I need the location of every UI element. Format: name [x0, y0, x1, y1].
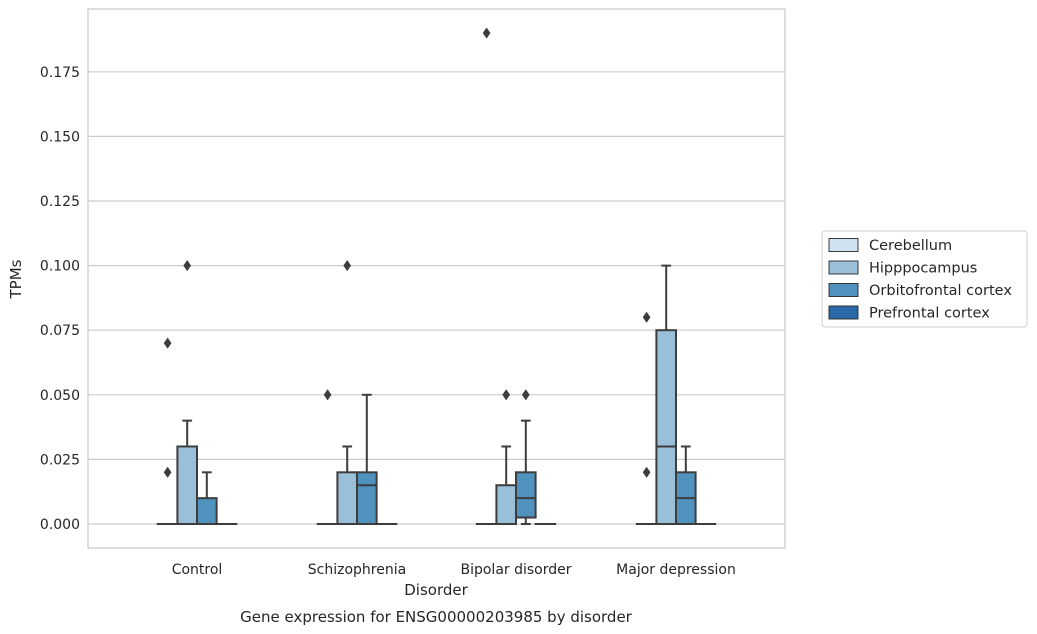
legend-item: Prefrontal cortex	[828, 305, 990, 322]
y-tick-label: 0.150	[40, 129, 80, 145]
x-tick-label: Control	[172, 562, 223, 578]
outlier-point	[642, 311, 651, 323]
y-tick-label: 0.125	[40, 194, 80, 210]
box	[635, 311, 658, 526]
series-hipppocampus	[176, 259, 678, 526]
box	[495, 389, 517, 525]
grid-lines	[88, 71, 785, 525]
box	[356, 393, 378, 526]
legend-swatch	[828, 260, 859, 275]
series-orbitofrontal-cortex	[196, 389, 697, 526]
box	[475, 27, 498, 526]
y-tick-label: 0.100	[40, 259, 80, 275]
legend-label: Prefrontal cortex	[869, 306, 990, 322]
box-series	[156, 27, 717, 526]
chart-title: Gene expression for ENSG00000203985 by d…	[240, 608, 633, 626]
x-axis-ticks: Control Schizophrenia Bipolar disorder Majo…	[172, 562, 736, 578]
legend-label: Cerebellum	[869, 238, 952, 254]
y-tick-label: 0.075	[40, 323, 80, 339]
box	[156, 337, 179, 526]
y-tick-label: 0.050	[40, 388, 80, 404]
x-tick-label: Bipolar disorder	[460, 562, 571, 578]
outlier-point	[502, 389, 511, 401]
outlier-point	[163, 337, 172, 349]
box	[176, 259, 198, 526]
box-body	[515, 471, 537, 519]
box	[655, 264, 678, 526]
legend-label: Hipppocampus	[869, 261, 977, 277]
legend-label: Orbitofrontal cortex	[869, 283, 1012, 299]
legend-item: Hipppocampus	[828, 260, 977, 277]
legend-swatch	[828, 305, 859, 320]
outlier-point	[163, 466, 172, 478]
box	[675, 445, 697, 526]
box	[336, 259, 358, 526]
box	[316, 389, 339, 526]
legend-item: Cerebellum	[828, 238, 952, 254]
outlier-point	[642, 466, 651, 478]
box-body	[356, 471, 378, 526]
outlier-point	[482, 27, 491, 39]
y-axis-title: TPMs	[7, 259, 25, 299]
y-tick-label: 0.175	[40, 65, 80, 81]
plot-area-frame	[87, 8, 786, 549]
x-tick-label: Major depression	[616, 562, 736, 578]
box	[515, 389, 537, 525]
box-body	[336, 471, 358, 526]
legend-swatch	[828, 283, 859, 297]
outlier-point	[521, 389, 530, 401]
outlier-point	[183, 259, 192, 272]
box-body	[655, 329, 678, 526]
x-tick-label: Schizophrenia	[308, 562, 406, 578]
y-tick-label: 0.000	[40, 517, 80, 533]
y-tick-label: 0.025	[40, 452, 80, 468]
legend: Cerebellum Hipppocampus Orbitofrontal cort…	[821, 230, 1028, 328]
box-body	[196, 497, 218, 526]
outlier-point	[343, 259, 352, 272]
box-body	[495, 484, 517, 525]
box	[196, 471, 218, 526]
legend-swatch	[828, 238, 859, 252]
outlier-point	[323, 389, 332, 401]
box-body	[176, 445, 198, 526]
x-axis-title: Disorder	[404, 581, 468, 599]
legend-item: Orbitofrontal cortex	[828, 283, 1012, 299]
legend-frame	[821, 230, 1028, 328]
series-cerebellum	[156, 27, 658, 526]
y-axis-ticks: 0.000 0.025 0.050 0.075 0.100 0.125 0.150 0.175	[40, 65, 80, 533]
